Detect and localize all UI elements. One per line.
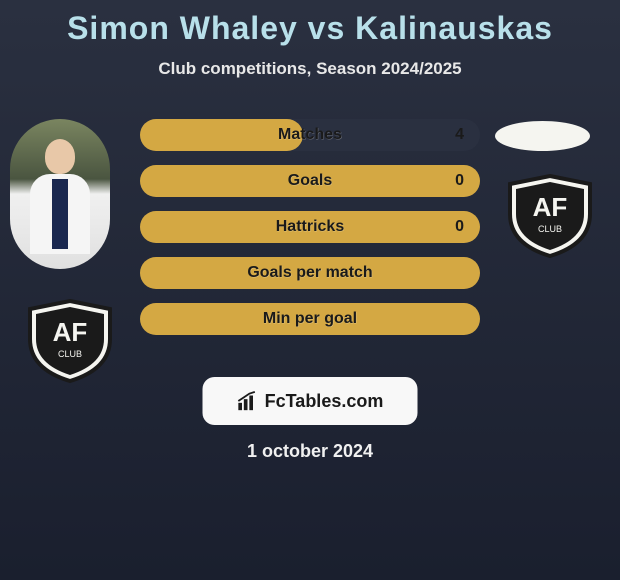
stats-container: Matches 4 Goals 0 Hattricks 0 Goals per … <box>140 119 480 349</box>
chart-icon <box>237 390 259 412</box>
club-badge-left: AF CLUB <box>20 299 120 384</box>
stat-value: 0 <box>455 218 464 236</box>
svg-text:AF: AF <box>533 192 568 222</box>
stat-label: Hattricks <box>276 218 344 236</box>
page-title: Simon Whaley vs Kalinauskas <box>0 0 620 47</box>
shield-icon: AF CLUB <box>500 174 600 259</box>
stat-label: Min per goal <box>263 310 357 328</box>
stat-bar-matches: Matches 4 <box>140 119 480 151</box>
svg-text:CLUB: CLUB <box>58 349 82 359</box>
stat-bar-hattricks: Hattricks 0 <box>140 211 480 243</box>
stat-bar-goals-per-match: Goals per match <box>140 257 480 289</box>
club-badge-right: AF CLUB <box>500 174 600 259</box>
player-head-shape <box>45 139 75 174</box>
content-area: AF CLUB AF CLUB Matches 4 Goals 0 Hattri… <box>0 119 620 379</box>
shield-icon: AF CLUB <box>20 299 120 384</box>
stat-value: 4 <box>455 126 464 144</box>
date-label: 1 october 2024 <box>0 441 620 462</box>
player-stripe-shape <box>52 179 68 249</box>
subtitle: Club competitions, Season 2024/2025 <box>0 59 620 79</box>
site-logo-box: FcTables.com <box>203 377 418 425</box>
stat-label: Matches <box>278 126 342 144</box>
stat-bar-goals: Goals 0 <box>140 165 480 197</box>
svg-text:AF: AF <box>53 317 88 347</box>
stat-value: 0 <box>455 172 464 190</box>
svg-text:CLUB: CLUB <box>538 224 562 234</box>
site-logo: FcTables.com <box>237 390 384 412</box>
stat-label: Goals <box>288 172 332 190</box>
stat-bar-min-per-goal: Min per goal <box>140 303 480 335</box>
stat-label: Goals per match <box>247 264 372 282</box>
logo-text-label: FcTables.com <box>265 391 384 412</box>
player-right-placeholder <box>495 121 590 151</box>
player-left-photo <box>10 119 110 269</box>
